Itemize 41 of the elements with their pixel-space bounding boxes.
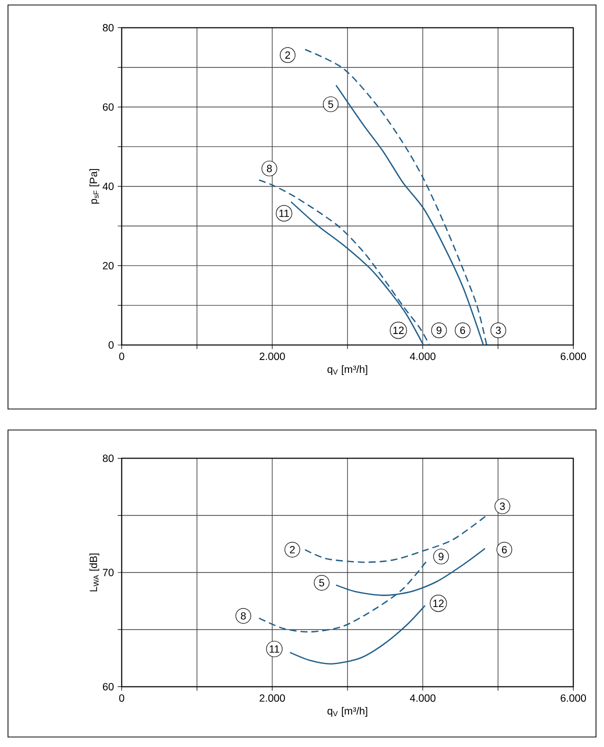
line-series	[258, 179, 430, 346]
annotation: 2	[290, 546, 295, 554]
y-tick-label: 0	[108, 341, 114, 349]
annotation: 5	[328, 100, 334, 108]
x-axis-title: q$_{V}$ [m³/h]	[328, 706, 368, 717]
line-series	[304, 48, 488, 346]
x-tick-label: 6.000	[560, 694, 586, 702]
y-tick-label: 60	[102, 103, 114, 111]
y-axis-title: L$_{WA}$ [dB]	[89, 554, 100, 592]
x-tick-label: 0	[119, 352, 124, 360]
annotation: 5	[319, 579, 324, 586]
annotation: 3	[496, 326, 501, 334]
x-tick-label: 4.000	[410, 694, 436, 702]
annotation: 12	[393, 326, 404, 334]
annotation: 8	[240, 612, 246, 620]
x-tick-label: 0	[119, 694, 124, 702]
annotation: 11	[279, 210, 289, 217]
annotation: 2	[285, 51, 290, 59]
annotation: 6	[502, 546, 507, 554]
y-tick-label: 20	[102, 262, 114, 270]
y-tick-label: 80	[102, 454, 114, 462]
annotation: 9	[438, 552, 444, 560]
y-tick-label: 40	[102, 182, 114, 190]
annotation: 6	[460, 326, 466, 334]
annotation: 3	[500, 502, 505, 510]
y-tick-label: 80	[102, 24, 114, 32]
x-tick-label: 6.000	[560, 352, 586, 360]
y-tick-label: 70	[102, 568, 114, 576]
y-axis-title: p$_{sF}$ [Pa]	[89, 169, 100, 204]
x-tick-label: 4.000	[410, 352, 436, 360]
annotation: 11	[270, 645, 280, 653]
x-tick-label: 2.000	[260, 352, 285, 360]
annotation: 9	[436, 326, 442, 334]
line-series	[289, 604, 426, 665]
x-tick-label: 2.000	[260, 694, 285, 702]
annotation: 12	[433, 600, 444, 607]
line-series	[304, 514, 488, 563]
x-axis-title: q$_{V}$ [m³/h]	[328, 365, 368, 375]
annotation: 8	[266, 164, 272, 172]
y-tick-label: 60	[102, 682, 114, 690]
line-series	[335, 84, 484, 346]
